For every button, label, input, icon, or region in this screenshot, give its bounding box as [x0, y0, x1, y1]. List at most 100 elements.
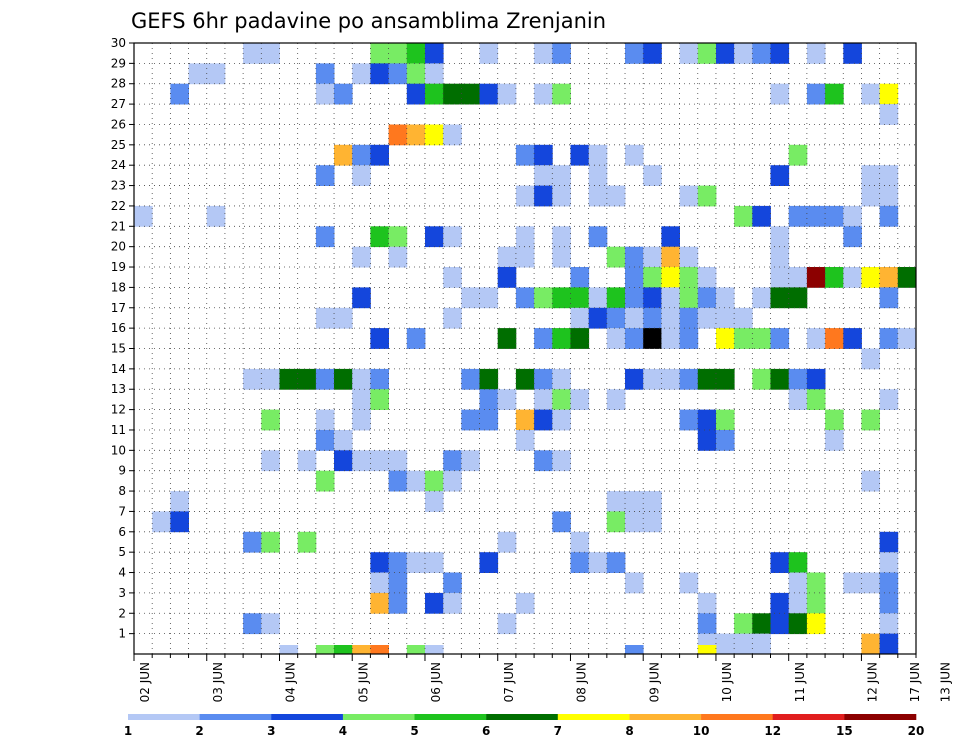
heat-cell — [406, 470, 426, 492]
heat-cell — [406, 43, 426, 64]
heat-cell — [425, 470, 444, 492]
heat-cell — [388, 572, 408, 594]
heat-cell — [879, 613, 899, 635]
heat-cell — [661, 246, 680, 268]
heat-cell — [697, 613, 717, 635]
heat-cell — [425, 645, 444, 654]
heat-cell — [788, 592, 808, 614]
heat-cell — [588, 185, 608, 207]
heat-cell — [570, 307, 590, 329]
heat-cell — [461, 450, 480, 472]
heat-cell — [770, 226, 790, 248]
heat-cell — [388, 226, 408, 248]
heat-cell — [788, 389, 808, 410]
heat-cell — [625, 267, 644, 288]
heat-cell — [679, 307, 699, 329]
heat-cell — [334, 307, 353, 329]
heat-cell — [697, 287, 717, 309]
heat-cell — [734, 43, 753, 64]
heat-cell — [552, 328, 571, 349]
heat-cell — [716, 409, 735, 431]
y-tick-label: 15 — [111, 342, 126, 356]
x-tick-label: 09 JUN — [647, 662, 661, 702]
heat-cell — [788, 552, 808, 573]
heat-cell — [643, 165, 662, 186]
heat-cell — [625, 511, 644, 533]
heat-cell — [879, 267, 899, 288]
heat-cell — [552, 389, 571, 410]
heat-cell — [752, 613, 771, 635]
heat-cell — [352, 645, 371, 654]
heat-cell — [352, 246, 371, 268]
heat-cell — [479, 83, 499, 105]
heat-cell — [552, 511, 571, 533]
x-tick-label: 03 JUN — [211, 662, 225, 702]
heat-cell — [625, 246, 644, 268]
chart-title: GEFS 6hr padavine po ansamblima Zrenjani… — [131, 9, 606, 33]
heat-cell — [716, 43, 735, 64]
heat-cell — [806, 267, 826, 288]
heat-cell — [570, 552, 590, 573]
heat-cell — [825, 205, 844, 227]
heat-cell — [588, 226, 608, 248]
colorbar-label: 5 — [410, 724, 418, 738]
heat-cell — [806, 205, 826, 227]
heat-cell — [425, 83, 444, 105]
heat-cell — [879, 185, 899, 207]
heat-cell — [770, 287, 790, 309]
y-tick-label: 18 — [111, 280, 126, 294]
heat-cell — [697, 368, 717, 390]
heat-cell — [625, 144, 644, 166]
heat-cell — [734, 328, 753, 349]
heat-cell — [643, 491, 662, 512]
heat-cell — [334, 83, 353, 105]
heat-cell — [606, 307, 626, 329]
heat-cell — [352, 368, 371, 390]
heat-cell — [679, 572, 699, 594]
heat-cell — [679, 368, 699, 390]
colorbar-label: 20 — [908, 724, 925, 738]
heat-cell — [443, 470, 462, 492]
heat-cell — [588, 287, 608, 309]
heat-cell — [697, 409, 717, 431]
colorbar-legend: 1 2 3 4 5 6 7 8 10 12 15 20 — [124, 714, 925, 738]
heat-cell — [825, 328, 844, 349]
heat-cell — [806, 43, 826, 64]
heat-cell — [515, 246, 535, 268]
heat-cell — [425, 124, 444, 146]
heat-cell — [588, 165, 608, 186]
heat-cell — [315, 645, 335, 654]
y-tick-label: 4 — [118, 566, 126, 580]
colorbar-label: 12 — [764, 724, 781, 738]
heat-cell — [315, 368, 335, 390]
y-tick-label: 17 — [111, 301, 126, 315]
heat-cell — [497, 613, 517, 635]
heat-cell — [297, 531, 317, 553]
heat-cell — [243, 613, 262, 635]
y-tick-label: 22 — [111, 199, 126, 213]
heat-cell — [552, 246, 571, 268]
heat-cell — [897, 267, 917, 288]
heat-cell — [588, 307, 608, 329]
heat-cell — [515, 144, 535, 166]
heat-cell — [770, 83, 790, 105]
y-tick-label: 19 — [111, 260, 126, 274]
heat-cell — [570, 267, 590, 288]
heat-cell — [752, 328, 771, 349]
heat-cell — [552, 368, 571, 390]
heat-cell — [806, 389, 826, 410]
heat-cell — [370, 572, 389, 594]
heat-cell — [552, 450, 571, 472]
heat-cell — [643, 328, 662, 349]
heat-cell — [606, 287, 626, 309]
heat-cell — [770, 592, 790, 614]
heat-cell — [515, 226, 535, 248]
x-tick-label: 10 JUN — [720, 662, 734, 702]
heat-cell — [261, 368, 280, 390]
heat-cell — [806, 328, 826, 349]
heat-cell — [661, 267, 680, 288]
heat-cell — [243, 368, 262, 390]
heat-cell — [479, 552, 499, 573]
heat-cell — [443, 307, 462, 329]
